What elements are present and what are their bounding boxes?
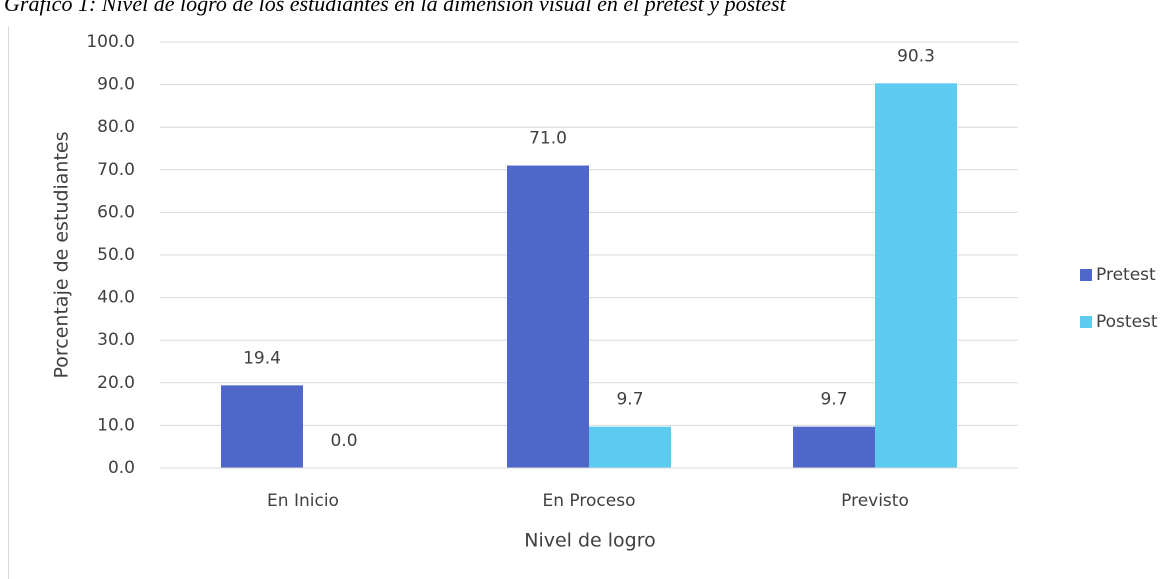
y-tick-label: 100.0	[86, 32, 135, 52]
legend-label: Postest	[1096, 312, 1158, 332]
x-axis-label: Nivel de logro	[524, 530, 656, 552]
y-tick-label: 10.0	[97, 415, 135, 435]
legend-label: Pretest	[1096, 265, 1156, 285]
y-tick-label: 50.0	[97, 245, 135, 265]
y-tick-label: 40.0	[97, 288, 135, 308]
x-tick-label: Previsto	[841, 491, 909, 511]
legend-swatch	[1080, 316, 1092, 328]
bar	[507, 165, 589, 469]
x-tick-label: En Proceso	[543, 491, 636, 511]
data-label: 9.7	[820, 390, 847, 410]
data-label: 0.0	[330, 431, 357, 451]
y-tick-label: 20.0	[97, 373, 135, 393]
legend-swatch	[1080, 269, 1092, 281]
chart-title: Gráfico 1: Nivel de logro de los estudia…	[4, 0, 787, 16]
y-tick-label: 60.0	[97, 202, 135, 222]
data-label: 90.3	[897, 46, 935, 66]
data-label: 9.7	[616, 390, 643, 410]
data-label: 71.0	[529, 129, 567, 149]
y-axis-label: Porcentaje de estudiantes	[51, 131, 73, 378]
y-tick-label: 0.0	[108, 458, 135, 478]
bar	[589, 426, 671, 468]
bar	[875, 83, 957, 469]
y-tick-label: 30.0	[97, 330, 135, 350]
bar	[221, 385, 303, 468]
bar	[793, 426, 875, 468]
y-tick-label: 90.0	[97, 75, 135, 95]
x-tick-label: En Inicio	[267, 491, 339, 511]
data-label: 19.4	[243, 348, 281, 368]
y-tick-label: 80.0	[97, 117, 135, 137]
y-tick-label: 70.0	[97, 160, 135, 180]
